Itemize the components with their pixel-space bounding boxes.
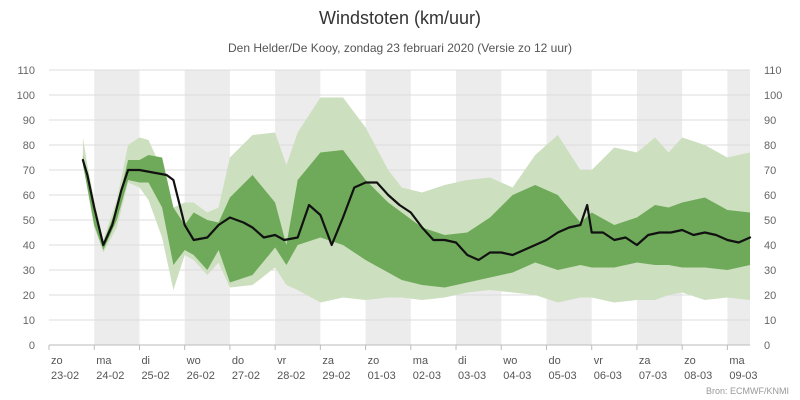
x-tick-date-label: 03-03 [458,370,486,382]
y-tick-label-right: 80 [764,140,776,152]
x-tick-day-label: ma [96,355,112,367]
y-tick-label-left: 10 [23,315,35,327]
x-tick-date-label: 27-02 [232,370,260,382]
inner-band [82,150,750,288]
x-tick-day-label: ma [413,355,429,367]
x-axis: zo 23-02 ma 24-02 di 25-02 wo 26-02 do 27-02 vr 28-… [48,345,758,382]
x-tick-day-label: vr [594,355,604,367]
x-tick-date-label: 25-02 [141,370,169,382]
chart-subtitle: Den Helder/De Kooy, zondag 23 februari 2… [228,41,572,55]
x-tick-date-label: 07-03 [639,370,667,382]
x-tick-day-label: do [548,355,560,367]
y-tick-label-right: 70 [764,165,776,177]
y-tick-label-right: 10 [764,315,776,327]
x-tick-date-label: 09-03 [729,370,757,382]
y-tick-label-left: 30 [23,265,35,277]
y-tick-label-right: 110 [764,65,782,77]
y-tick-label-right: 0 [764,340,770,352]
y-tick-label-left: 50 [23,215,35,227]
y-tick-label-right: 20 [764,290,776,302]
x-tick-day-label: vr [277,355,287,367]
median-line [81,158,752,262]
y-tick-label-left: 110 [17,65,35,77]
x-tick-date-label: 04-03 [503,370,531,382]
y-tick-label-right: 40 [764,240,776,252]
x-tick-day-label: zo [51,355,63,367]
x-tick-date-label: 02-03 [413,370,441,382]
x-tick-date-label: 29-02 [322,370,350,382]
y-tick-label-left: 20 [23,290,35,302]
y-tick-label-right: 100 [764,90,782,102]
x-tick-date-label: 26-02 [187,370,215,382]
x-tick-day-label: zo [368,355,380,367]
chart-title: Windstoten (km/uur) [319,8,481,28]
y-tick-label-right: 90 [764,115,776,127]
x-tick-day-label: za [639,355,652,367]
y-tick-label-left: 90 [23,115,35,127]
x-tick-date-label: 06-03 [594,370,622,382]
y-tick-label-left: 40 [23,240,35,252]
x-tick-date-label: 08-03 [684,370,712,382]
x-tick-date-label: 23-02 [51,370,79,382]
x-tick-day-label: ma [729,355,745,367]
y-tick-label-left: 60 [23,190,35,202]
x-tick-day-label: wo [186,355,201,367]
x-tick-date-label: 24-02 [96,370,124,382]
source-credit: Bron: ECMWF/KNMI [706,386,789,396]
x-tick-date-label: 28-02 [277,370,305,382]
x-tick-day-label: za [322,355,335,367]
y-tick-label-right: 60 [764,190,776,202]
forecast-bands-group [82,97,750,303]
y-tick-label-right: 50 [764,215,776,227]
x-tick-date-label: 05-03 [548,370,576,382]
y-tick-label-left: 100 [17,90,35,102]
y-tick-label-left: 80 [23,140,35,152]
y-tick-label-right: 30 [764,265,776,277]
x-tick-date-label: 01-03 [368,370,396,382]
x-tick-day-label: di [458,355,467,367]
y-tick-label-left: 70 [23,165,35,177]
x-tick-day-label: di [141,355,150,367]
x-tick-day-label: do [232,355,244,367]
median-line-group [81,158,752,262]
y-axis-right: 0 10 20 30 40 50 60 70 80 90 100 110 [764,65,782,352]
x-tick-day-label: zo [684,355,696,367]
y-tick-label-left: 0 [29,340,35,352]
y-axis-left: 0 10 20 30 40 50 60 70 80 90 100 110 [17,65,35,352]
x-tick-day-label: wo [502,355,517,367]
